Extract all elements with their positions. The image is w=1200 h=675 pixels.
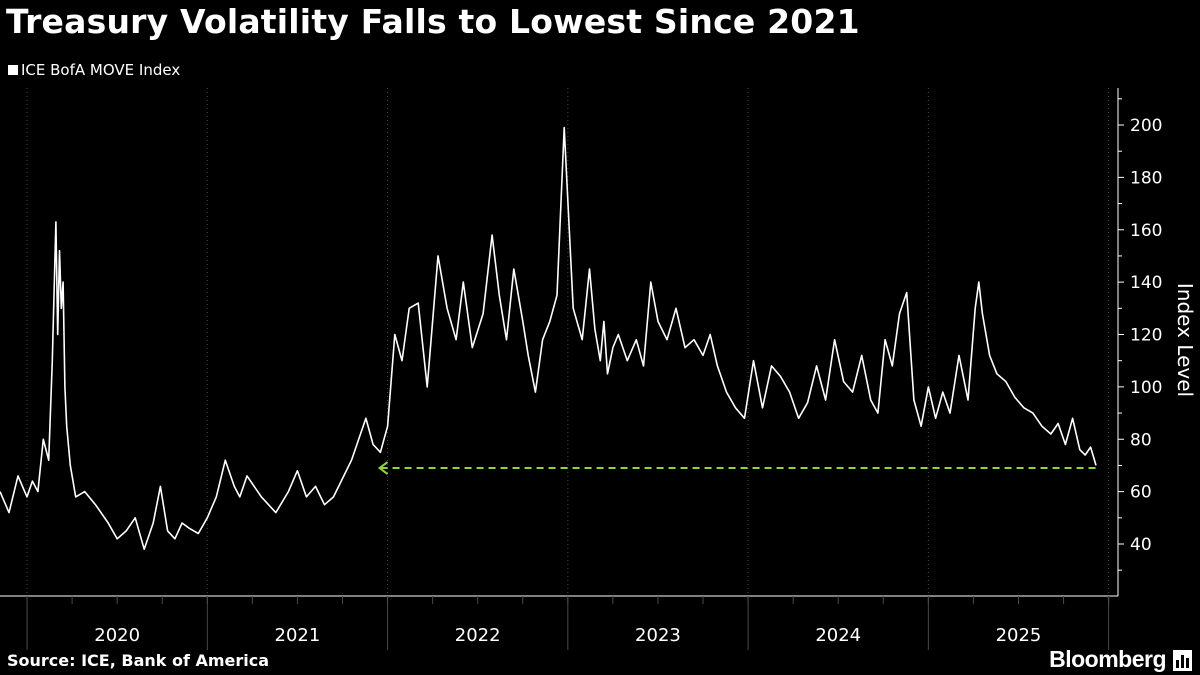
legend-swatch [8, 65, 18, 75]
x-tick-label: 2024 [815, 625, 861, 646]
y-tick-label: 100 [1130, 378, 1162, 398]
x-tick-label: 2025 [996, 625, 1042, 646]
y-tick-label: 140 [1130, 273, 1162, 293]
source-note: Source: ICE, Bank of America [7, 651, 270, 670]
y-tick-label: 60 [1130, 483, 1152, 503]
legend: ICE BofA MOVE Index [8, 61, 180, 79]
y-tick-label: 200 [1130, 116, 1162, 136]
gridlines [26, 88, 1110, 596]
y-tick-label: 160 [1130, 221, 1162, 241]
y-tick-label: 40 [1130, 535, 1152, 555]
x-tick-label: 2022 [455, 625, 501, 646]
y-tick-label: 80 [1130, 430, 1152, 450]
legend-label: ICE BofA MOVE Index [21, 61, 181, 79]
bar-chart-icon [1173, 650, 1192, 671]
y-tick-label: 180 [1130, 168, 1162, 188]
reference-arrow [377, 461, 389, 475]
x-tick-label: 2023 [635, 625, 681, 646]
y-axis-label: Index Level [1173, 283, 1197, 397]
x-axis: 2020 2021 2022 2023 2024 2025 [0, 595, 1118, 650]
y-axis: 40 60 80 100 120 140 160 180 200 [1117, 88, 1162, 596]
series-line-move-index [0, 126, 1097, 550]
chart-title: Treasury Volatility Falls to Lowest Sinc… [6, 2, 860, 41]
brand-logo: Bloomberg [1049, 646, 1166, 672]
x-tick-label: 2020 [94, 625, 140, 646]
x-tick-label: 2021 [275, 625, 321, 646]
y-tick-label: 120 [1130, 326, 1162, 346]
